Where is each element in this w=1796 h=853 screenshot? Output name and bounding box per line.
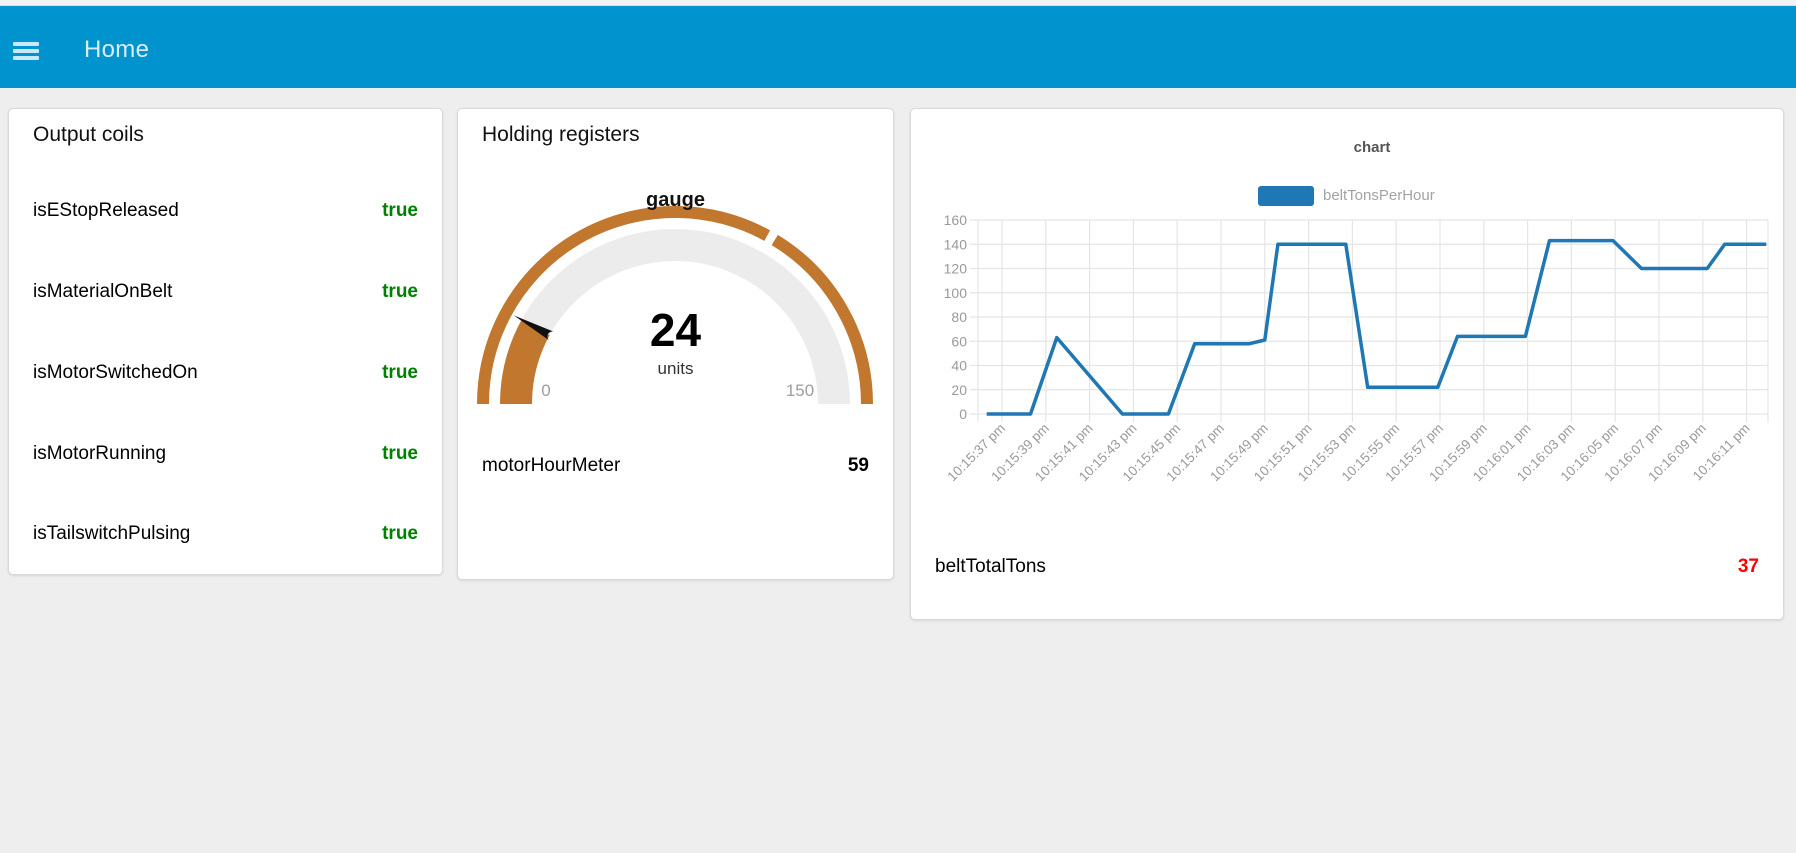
coil-row: isTailswitchPulsing true: [33, 522, 418, 546]
coil-label: isEStopReleased: [33, 200, 179, 221]
y-axis-tick-label: 0: [959, 406, 967, 422]
window-top-strip: [0, 0, 1796, 6]
coil-label: isTailswitchPulsing: [33, 523, 191, 544]
coil-value: true: [382, 523, 418, 544]
holding-registers-card: Holding registers gauge 24 units 0 150 m…: [457, 108, 894, 580]
coil-value: true: [382, 443, 418, 464]
gauge-units-label: units: [657, 359, 694, 378]
coil-row: isMotorSwitchedOn true: [33, 361, 418, 385]
coil-value: true: [382, 362, 418, 383]
gauge-value: 24: [649, 304, 702, 356]
coil-value: true: [382, 281, 418, 302]
motor-hour-meter-value: 59: [847, 455, 869, 476]
gauge-title: gauge: [646, 189, 705, 211]
coil-label: isMaterialOnBelt: [33, 281, 173, 302]
belt-total-tons-row: beltTotalTons 37: [935, 555, 1759, 579]
card-title-output-coils: Output coils: [33, 123, 144, 146]
y-axis-tick-label: 80: [951, 309, 967, 325]
coil-row: isEStopReleased true: [33, 199, 418, 223]
coil-value: true: [382, 200, 418, 221]
motor-hour-meter-row: motorHourMeter 59: [482, 454, 869, 478]
y-axis-tick-label: 40: [951, 358, 967, 374]
y-axis-tick-label: 60: [951, 333, 967, 349]
page-title: Home: [84, 36, 150, 63]
coil-row: isMotorRunning true: [33, 442, 418, 466]
app-header: Home: [0, 6, 1796, 88]
y-axis-tick-label: 160: [944, 212, 968, 228]
belt-total-tons-label: beltTotalTons: [935, 556, 1046, 577]
legend-label: beltTonsPerHour: [1323, 187, 1435, 204]
y-axis-tick-label: 100: [944, 285, 968, 301]
gauge-max-label: 150: [785, 381, 815, 400]
hamburger-menu-icon[interactable]: [13, 42, 39, 62]
chart-card: 0 20 40 60 80 100 120 140 160 10:15:37 pm 10:15:39…: [910, 108, 1784, 620]
output-coils-card: Output coils isEStopReleased true isMate…: [8, 108, 443, 575]
legend-swatch: [1258, 186, 1314, 206]
y-axis-tick-label: 140: [944, 236, 968, 252]
y-axis-tick-label: 20: [951, 382, 967, 398]
belt-total-tons-value: 37: [1737, 556, 1759, 577]
motor-hour-meter-label: motorHourMeter: [482, 455, 621, 476]
chart-title: chart: [1353, 139, 1391, 156]
chart-line-beltTonsPerHour: [986, 238, 1767, 416]
coil-label: isMotorRunning: [33, 443, 167, 464]
gauge-min-label: 0: [541, 381, 551, 400]
gauge-widget: [477, 206, 873, 405]
card-title-holding-registers: Holding registers: [482, 123, 640, 146]
coil-label: isMotorSwitchedOn: [33, 362, 198, 383]
y-axis-tick-label: 120: [944, 261, 968, 277]
coil-row: isMaterialOnBelt true: [33, 280, 418, 304]
